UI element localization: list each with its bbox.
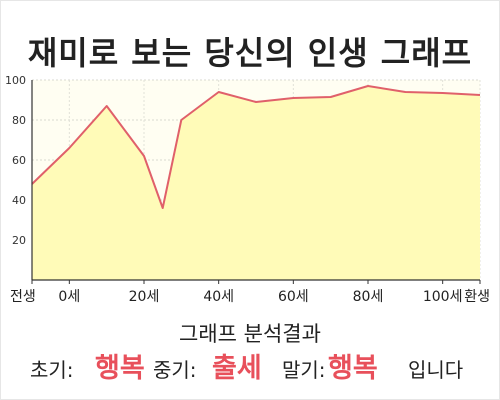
area-fill <box>32 86 480 280</box>
y-tick-label: 60 <box>12 154 26 167</box>
x-tick-label: 전생 <box>10 289 36 305</box>
y-tick-label: 100 <box>5 74 26 87</box>
early-value: 행복 <box>95 353 145 384</box>
y-tick-label: 40 <box>12 194 26 207</box>
y-tick-label: 80 <box>12 114 26 127</box>
y-tick-labels: 20 40 60 80 100 <box>5 74 26 247</box>
analysis-heading: 그래프 분석결과 <box>179 322 321 346</box>
x-tick-label: 80세 <box>353 289 384 305</box>
chart-title: 재미로 보는 당신의 인생 그래프 <box>27 34 473 72</box>
analysis-summary: 초기: 행복 중기: 출세 말기: 행복 입니다 <box>0 346 500 386</box>
x-tick-label: 20세 <box>129 289 160 305</box>
y-tick-label: 20 <box>12 234 26 247</box>
late-label: 말기: <box>282 358 326 382</box>
series-line <box>31 85 481 209</box>
early-label: 초기: <box>30 358 74 382</box>
x-tick-label: 60세 <box>278 289 309 305</box>
middle-label: 중기: <box>153 358 197 382</box>
suffix-text: 입니다 <box>408 358 464 382</box>
x-tick-label: 40세 <box>203 289 234 305</box>
late-value: 행복 <box>328 353 378 384</box>
axes <box>31 80 481 284</box>
middle-value: 출세 <box>212 353 262 384</box>
x-tick-labels: 전생 0세 20세 40세 60세 80세 100세 환생 <box>10 289 490 305</box>
x-tick-label: 0세 <box>58 289 80 305</box>
x-tick-label: 100세 <box>423 289 463 305</box>
x-tick-label: 환생 <box>464 289 490 305</box>
